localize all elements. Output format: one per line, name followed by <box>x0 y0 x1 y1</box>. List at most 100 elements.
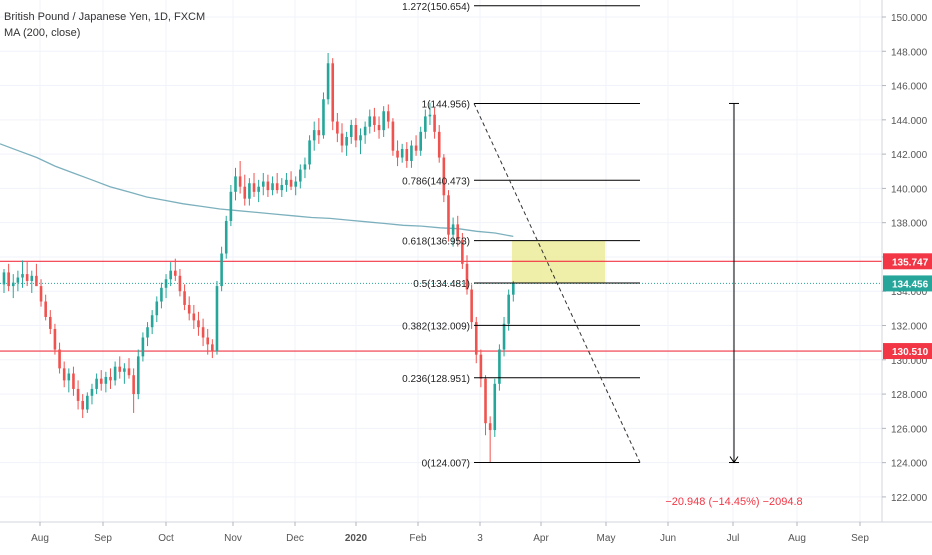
candle-body <box>349 124 353 137</box>
candle-body <box>90 388 94 396</box>
candle-body <box>261 181 265 187</box>
symbol-title[interactable]: British Pound / Japanese Yen, 1D, FXCM <box>4 11 206 23</box>
candle-body <box>206 337 210 345</box>
price-tick-label: 134.000 <box>891 287 928 298</box>
candle-body <box>474 322 478 355</box>
candle-body <box>183 291 186 305</box>
candle-body <box>49 316 52 329</box>
price-tick-label: 124.000 <box>891 459 928 470</box>
time-tick-label: Feb <box>409 533 427 544</box>
price-label-badge[interactable] <box>883 275 932 292</box>
candle-body <box>479 354 483 379</box>
drawing-tools: −20.948 (−14.45%) −2094.8 <box>665 102 803 508</box>
time-tick-label: Apr <box>533 533 549 544</box>
candle-body <box>336 121 339 134</box>
candle-body <box>164 279 168 288</box>
indicator-label[interactable]: MA (200, close) <box>4 27 81 39</box>
candle-body <box>359 135 362 141</box>
candle-body <box>303 164 307 170</box>
time-tick-label: Aug <box>31 533 49 544</box>
fib-level-label: 0.786(140.473) <box>402 176 470 187</box>
fibonacci-retracement: 1.272(150.654) 1(144.956) 0.786(140.473) 0.… <box>402 2 641 470</box>
candle-body <box>44 301 47 317</box>
candle-body <box>386 111 390 122</box>
ma200-line[interactable] <box>0 143 514 238</box>
fib-level-label: 0.5(134.481) <box>413 279 470 290</box>
price-tick-label: 130.000 <box>891 356 928 367</box>
candle-body <box>322 99 325 136</box>
price-tick-label: 148.000 <box>891 47 928 58</box>
fib-level-label: 0.382(132.009) <box>402 321 470 332</box>
time-axis: Aug Sep Oct Nov Dec 2020 Feb 3 Apr May Jun Jul Aug Se… <box>0 521 932 544</box>
candle-body <box>67 373 71 381</box>
time-tick-label: May <box>597 533 616 544</box>
candle-body <box>174 270 177 276</box>
candle-body <box>229 191 233 221</box>
candle-body <box>461 239 464 264</box>
candle-body <box>354 124 358 141</box>
candle-body <box>512 283 515 295</box>
time-tick-label: Nov <box>224 533 242 544</box>
candle-body <box>493 383 497 431</box>
fib-level-label: 0(124.007) <box>422 459 470 470</box>
candle-body <box>294 181 297 187</box>
time-tick-label: Jul <box>727 533 740 544</box>
candle-body <box>414 145 418 151</box>
candle-body <box>11 282 15 287</box>
candle-body <box>21 274 24 278</box>
price-tick-label: 122.000 <box>891 493 928 504</box>
candle-body <box>456 224 460 240</box>
price-label-badge[interactable] <box>883 343 932 360</box>
price-label-badge[interactable] <box>883 253 932 270</box>
candle-body <box>289 179 293 187</box>
candle-body <box>72 373 75 389</box>
candle-body <box>317 130 321 136</box>
time-tick-label: 3 <box>477 533 483 544</box>
candle-body <box>127 368 131 376</box>
chart-legend: British Pound / Japanese Yen, 1D, FXCM M… <box>4 9 205 41</box>
fib-trend-line[interactable] <box>473 103 641 463</box>
candle-body <box>99 378 103 384</box>
price-tick-label: 140.000 <box>891 184 928 195</box>
candle-body <box>470 289 473 323</box>
fib-level-label: 1(144.956) <box>422 99 470 110</box>
fib-level-label: 1.272(150.654) <box>402 2 470 13</box>
candle-body <box>465 263 469 290</box>
candle-body <box>405 148 409 161</box>
candle-body <box>447 195 450 235</box>
candle-body <box>7 272 10 287</box>
candle-body <box>113 366 117 381</box>
price-label-text: 135.747 <box>892 257 929 268</box>
candle-body <box>252 183 256 192</box>
candle-body <box>382 111 385 131</box>
fib-level-label: 0.618(136.953) <box>402 237 470 248</box>
candle-body <box>155 301 159 316</box>
candle-body <box>39 286 43 302</box>
candle-body <box>30 275 34 281</box>
candle-body <box>234 176 237 192</box>
candle-body <box>187 304 191 314</box>
time-tick-label: Jun <box>660 533 676 544</box>
candle-body <box>160 287 163 302</box>
candle-body <box>118 366 122 372</box>
candle-body <box>326 63 330 100</box>
candle-body <box>86 395 89 410</box>
candle-body <box>507 294 510 324</box>
candle-body <box>224 220 228 254</box>
moving-average <box>0 143 514 238</box>
candle-body <box>109 376 112 381</box>
candle-body <box>192 313 196 321</box>
candle-body <box>437 131 441 158</box>
candle-body <box>433 114 436 132</box>
candle-body <box>502 323 506 350</box>
candle-body <box>141 337 145 357</box>
candle-body <box>169 270 172 280</box>
candle-body <box>271 183 274 191</box>
candle-body <box>178 275 182 292</box>
candle-body <box>299 169 302 182</box>
candle-body <box>285 179 288 185</box>
time-tick-label: Aug <box>788 533 806 544</box>
price-tick-label: 132.000 <box>891 322 928 333</box>
